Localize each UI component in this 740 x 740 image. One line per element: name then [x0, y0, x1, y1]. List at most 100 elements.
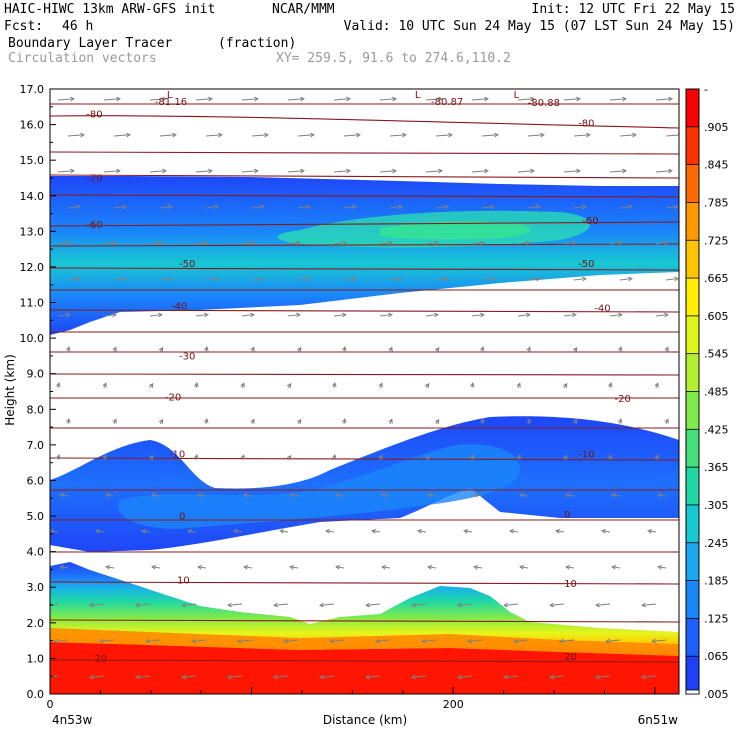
vector-arrow: [504, 675, 519, 678]
vector-arrowhead: [352, 276, 357, 282]
vector-arrow: [333, 98, 350, 101]
colorbar-swatch: [686, 126, 699, 166]
vector-arrowhead: [283, 638, 288, 644]
vector-arrow: [566, 494, 575, 497]
contour-label: -20: [165, 392, 181, 403]
y-axis: 0.0 1.0 2.0 3.0 4.0 5.0 6.0 7.0 8.0 9.0 10.0 11.0 12…: [20, 83, 56, 701]
colorbar-label: .245: [704, 537, 729, 550]
y-tick-label: 9.0: [27, 368, 45, 381]
vector-arrowhead: [102, 382, 107, 388]
vector-arrowhead: [325, 528, 331, 534]
y-axis-label: Height (km): [3, 354, 17, 425]
vector-arrowhead: [651, 638, 656, 644]
vector-arrowhead: [617, 346, 623, 352]
vector-arrow: [422, 639, 437, 642]
isotherm-contours: [50, 103, 679, 663]
vector-arrowhead: [181, 674, 186, 680]
vector-arrowhead: [657, 492, 663, 498]
vector-arrow: [517, 242, 530, 245]
vector-arrowhead: [365, 674, 370, 680]
vector-arrowhead: [654, 382, 659, 388]
vector-arrowhead: [346, 168, 351, 174]
vector-arrowhead: [296, 240, 301, 246]
vector-arrowhead: [674, 276, 679, 282]
y-tick-label: 4.0: [27, 546, 45, 559]
vector-arrow: [103, 314, 116, 317]
x-axis: 0 200: [47, 687, 656, 711]
vector-arrowhead: [417, 528, 423, 534]
x-tick-label: 200: [443, 698, 464, 711]
vector-arrowhead: [448, 132, 453, 138]
vector-arrowhead: [595, 602, 600, 608]
vector-arrowhead: [664, 240, 669, 246]
vector-arrow: [330, 639, 345, 642]
vector-arrowhead: [208, 96, 213, 102]
vector-arrowhead: [641, 602, 646, 608]
vector-arrow: [106, 494, 115, 497]
vector-arrowhead: [65, 346, 71, 352]
x-tick-label: 0: [47, 698, 54, 711]
vector-arrowhead: [331, 454, 337, 460]
vector-arrowhead: [306, 204, 311, 210]
vector-arrow: [67, 134, 84, 137]
colorbar-label: -: [704, 83, 708, 96]
vector-arrow: [244, 566, 253, 569]
vector-arrow: [376, 639, 391, 642]
vector-arrow: [458, 603, 473, 606]
vector-arrow: [103, 170, 120, 173]
vector-arrow: [57, 170, 74, 173]
vector-arrow: [152, 494, 161, 497]
vector-arrow: [514, 639, 529, 642]
vector-arrow: [510, 530, 519, 533]
vector-arrowhead: [227, 674, 232, 680]
vector-arrow: [517, 314, 530, 317]
vector-arrowhead: [116, 96, 121, 102]
contour-label: -80.87: [431, 97, 463, 108]
vector-arrow: [379, 98, 396, 101]
vector-arrow: [297, 278, 310, 281]
vector-arrow: [563, 242, 576, 245]
vector-arrowhead: [438, 96, 443, 102]
vector-arrowhead: [576, 168, 581, 174]
vector-arrow: [228, 603, 243, 606]
colorbar-label: .905: [704, 121, 729, 134]
vector-arrowhead: [197, 564, 203, 570]
y-tick-label: 14.0: [20, 190, 45, 203]
y-tick-label: 0.0: [27, 688, 45, 701]
vector-arrow: [556, 530, 565, 533]
vector-arrowhead: [484, 96, 489, 102]
vector-arrow: [527, 206, 540, 209]
vector-arrow: [284, 639, 299, 642]
vector-arrowhead: [586, 132, 591, 138]
vector-arrowhead: [162, 96, 167, 102]
vector-arrowhead: [80, 132, 85, 138]
vector-arrow: [428, 494, 437, 497]
vector-arrowhead: [473, 564, 479, 570]
vector-arrowhead: [158, 418, 164, 424]
vector-arrowhead: [582, 204, 587, 210]
vector-arrowhead: [618, 312, 623, 318]
vector-arrowhead: [44, 675, 48, 679]
vector-arrowhead: [289, 492, 295, 498]
vector-arrowhead: [122, 276, 127, 282]
forecast-hour: 46 h: [62, 19, 93, 34]
forecast-label: Fcst:: [4, 19, 43, 34]
vector-arrowhead: [352, 204, 357, 210]
contour-labels: -81.16 -80.87 -80.88 L L L -80 -80 -70 -60 -60 -50 -…: [86, 90, 631, 665]
vector-arrow: [665, 206, 678, 209]
vector-arrow: [366, 603, 381, 606]
vector-arrow: [90, 675, 105, 678]
vector-arrow: [504, 603, 519, 606]
vector-arrow: [379, 314, 392, 317]
vector-arrowhead: [463, 528, 469, 534]
vector-arrow: [67, 278, 80, 281]
boundary-layer-red: [50, 642, 679, 694]
colorbar-swatch: [686, 580, 699, 619]
vector-arrowhead: [306, 276, 311, 282]
vector-arrow: [517, 98, 534, 101]
vector-arrowhead: [421, 638, 426, 644]
vector-arrow: [550, 675, 565, 678]
vector-arrow: [425, 242, 438, 245]
vector-arrow: [642, 603, 657, 606]
vector-arrowhead: [168, 276, 173, 282]
